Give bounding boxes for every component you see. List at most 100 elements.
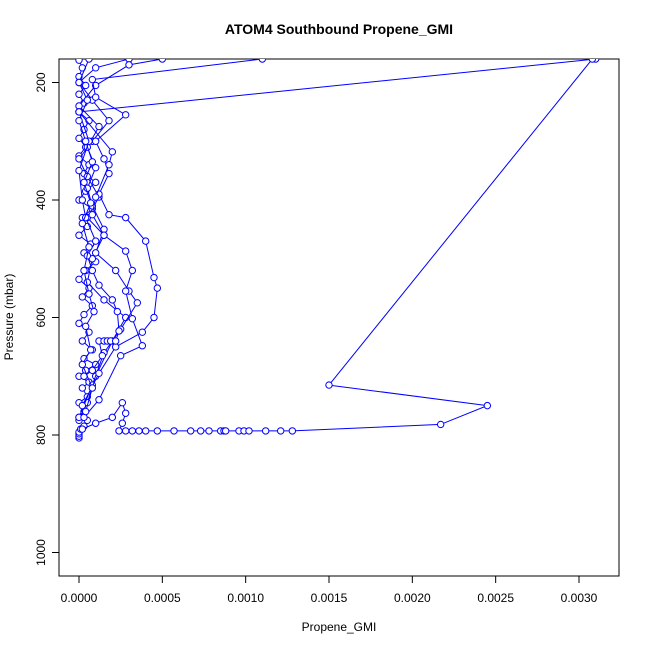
data-point: [133, 299, 142, 307]
data-point: [186, 427, 195, 435]
data-point: [158, 59, 167, 63]
data-point: [86, 199, 95, 207]
data-point: [91, 419, 100, 427]
data-point: [108, 148, 117, 156]
data-point: [75, 231, 83, 239]
data-point: [88, 366, 97, 375]
data-point: [121, 111, 130, 119]
data-point: [81, 407, 90, 416]
data-point: [128, 314, 137, 323]
data-point: [138, 328, 147, 336]
data-point: [95, 281, 103, 289]
data-point: [113, 307, 122, 316]
data-series: [75, 59, 600, 422]
data-point: [100, 296, 108, 304]
data-point: [128, 266, 137, 275]
y-tick-label: 200: [34, 72, 48, 92]
x-tick-label: 0.0025: [477, 591, 514, 605]
data-point: [95, 122, 103, 131]
data-point: [288, 427, 297, 435]
data-point: [78, 401, 87, 410]
data-point: [95, 369, 103, 378]
data-point: [100, 155, 108, 163]
data-point: [118, 398, 127, 407]
plot-area: [75, 59, 600, 442]
y-tick-label: 1000: [34, 539, 48, 566]
data-point: [105, 161, 113, 169]
data-point: [75, 134, 83, 143]
data-point: [121, 427, 130, 435]
data-point: [141, 427, 150, 435]
data-point: [78, 337, 87, 345]
data-point: [258, 59, 267, 63]
data-point: [78, 360, 87, 369]
data-point: [83, 96, 92, 104]
data-point: [78, 293, 87, 301]
data-point: [111, 266, 120, 275]
data-point: [86, 346, 95, 354]
x-tick-label: 0.0020: [394, 591, 431, 605]
data-point: [75, 116, 83, 125]
data-point: [88, 384, 97, 392]
y-tick-label: 600: [34, 307, 48, 327]
data-point: [75, 155, 83, 163]
data-point: [95, 396, 103, 404]
data-point: [141, 237, 150, 245]
data-point: [121, 247, 130, 255]
data-point: [91, 93, 100, 101]
data-point: [115, 427, 123, 435]
x-tick-label: 0.0015: [311, 591, 348, 605]
data-point: [91, 178, 100, 187]
data-point: [81, 81, 90, 90]
data-point: [115, 327, 123, 335]
data-point: [91, 64, 100, 72]
data-point: [138, 342, 147, 350]
data-point: [153, 284, 162, 292]
y-tick-label: 400: [34, 190, 48, 210]
data-point: [80, 266, 88, 275]
y-axis: 200 400 600 800 1000: [34, 72, 60, 566]
data-point: [78, 219, 87, 228]
data-point: [88, 158, 97, 166]
data-point: [81, 137, 90, 145]
data-point: [108, 413, 117, 422]
data-point: [91, 163, 100, 172]
x-tick-label: 0.0030: [561, 591, 598, 605]
data-point: [196, 427, 205, 435]
data-point: [150, 273, 158, 282]
x-axis-label: Propene_GMI: [302, 620, 377, 634]
data-point: [90, 307, 98, 316]
data-point: [170, 427, 178, 435]
data-point: [100, 231, 108, 239]
data-point: [75, 319, 83, 328]
data-point: [135, 427, 143, 435]
data-point: [121, 287, 130, 295]
data-point: [483, 401, 492, 410]
data-point: [276, 427, 285, 435]
data-point: [88, 75, 97, 84]
data-point: [128, 427, 137, 435]
data-point: [588, 59, 597, 63]
data-point: [105, 116, 113, 125]
data-point: [75, 275, 83, 284]
data-point: [85, 243, 93, 251]
data-point: [78, 196, 87, 204]
data-point: [116, 351, 125, 360]
x-tick-label: 0.0010: [227, 591, 264, 605]
data-point: [118, 419, 127, 427]
data-point: [153, 427, 162, 435]
x-axis: 0.0000 0.0005 0.0010 0.0015 0.0020 0.0025 0.00…: [61, 575, 598, 605]
data-point: [221, 427, 230, 435]
data-point: [111, 337, 120, 345]
data-point: [78, 384, 87, 392]
data-point: [75, 90, 83, 98]
data-point: [78, 425, 87, 433]
x-tick-label: 0.0000: [61, 591, 98, 605]
data-point: [75, 59, 83, 64]
data-point: [150, 313, 158, 322]
data-point: [91, 249, 100, 257]
chart-title: ATOM4 Southbound Propene_GMI: [225, 21, 453, 37]
data-point: [81, 322, 90, 331]
data-point: [91, 193, 100, 201]
